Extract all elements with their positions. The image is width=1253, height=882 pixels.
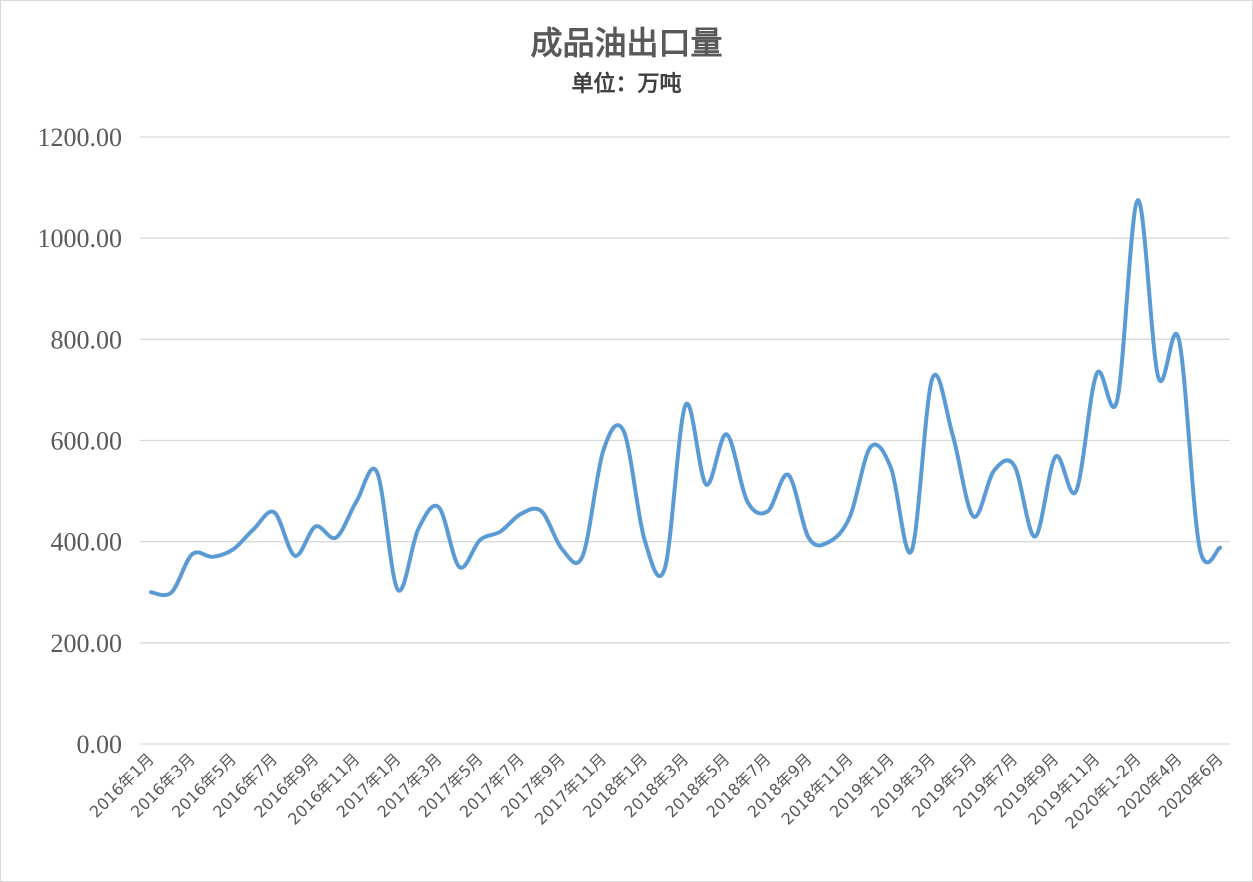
data-point <box>622 429 626 433</box>
chart-title: 成品油出口量 <box>530 24 723 62</box>
data-point <box>457 565 461 569</box>
series-line <box>149 198 1222 598</box>
x-axis: 2016年1月2016年3月2016年5月2016年7月2016年9月2016年… <box>86 749 1227 832</box>
data-point <box>910 549 914 553</box>
data-point <box>971 514 975 518</box>
data-point <box>1218 546 1222 550</box>
data-point <box>601 449 605 453</box>
data-point <box>355 499 359 503</box>
data-point <box>1074 489 1078 493</box>
data-point <box>519 512 523 516</box>
data-point <box>889 466 893 470</box>
data-point <box>416 527 420 531</box>
data-point <box>149 590 153 594</box>
data-point <box>869 445 873 449</box>
data-point <box>848 514 852 518</box>
y-tick-label: 1200.00 <box>38 123 123 152</box>
y-tick-label: 0.00 <box>77 730 123 759</box>
data-point <box>293 554 297 558</box>
data-point <box>540 509 544 513</box>
y-axis: 0.00 200.00 400.00 600.00 800.00 1000.00 1200.… <box>38 123 123 759</box>
data-point <box>930 377 934 381</box>
data-point <box>1095 372 1099 376</box>
data-point <box>725 432 729 436</box>
y-tick-label: 200.00 <box>51 629 123 658</box>
data-point <box>642 537 646 541</box>
chart-subtitle: 单位：万吨 <box>571 72 682 97</box>
data-point <box>1054 455 1058 459</box>
data-point <box>170 590 174 594</box>
y-tick-label: 1000.00 <box>38 224 123 253</box>
data-point <box>190 552 194 556</box>
y-tick-label: 400.00 <box>51 528 123 557</box>
data-point <box>745 499 749 503</box>
data-point <box>807 536 811 540</box>
data-point <box>560 547 564 551</box>
data-point <box>1156 375 1160 379</box>
data-point <box>1033 535 1037 539</box>
plot-area <box>149 198 1222 598</box>
data-point <box>1115 398 1119 402</box>
data-point <box>1197 545 1201 549</box>
data-point <box>1177 337 1181 341</box>
gridlines <box>140 136 1230 745</box>
data-point <box>684 403 688 407</box>
data-point <box>1136 198 1140 202</box>
data-point <box>992 469 996 473</box>
data-point <box>313 524 317 528</box>
data-point <box>786 473 790 477</box>
data-point <box>498 530 502 534</box>
data-point <box>704 483 708 487</box>
data-point <box>396 588 400 592</box>
data-point <box>211 555 215 559</box>
y-tick-label: 600.00 <box>51 427 123 456</box>
data-point <box>827 540 831 544</box>
data-point <box>231 547 235 551</box>
data-point <box>951 433 955 437</box>
data-point <box>252 527 256 531</box>
data-point <box>766 509 770 513</box>
data-point <box>1012 464 1016 468</box>
data-point <box>334 536 338 540</box>
data-point <box>581 554 585 558</box>
data-point <box>437 505 441 509</box>
data-point <box>663 566 667 570</box>
y-tick-label: 800.00 <box>51 325 123 354</box>
data-point <box>478 538 482 542</box>
data-point <box>272 510 276 514</box>
data-point <box>375 470 379 474</box>
